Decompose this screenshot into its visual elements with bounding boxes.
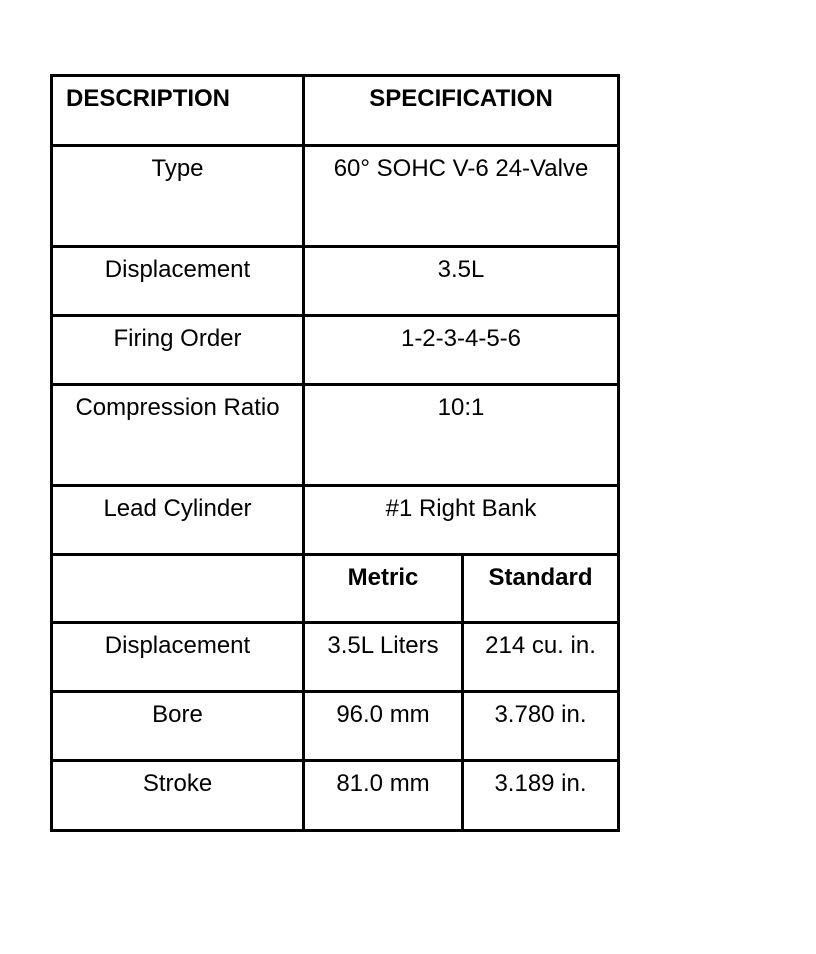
table-border — [50, 759, 620, 762]
table-border — [461, 553, 464, 832]
header-specification: SPECIFICATION — [369, 85, 553, 112]
table-border — [50, 314, 620, 317]
table-border — [50, 383, 620, 386]
row-value: 10:1 — [437, 394, 485, 421]
metric-value: 96.0 mm — [336, 701, 430, 728]
row-label: Displacement — [104, 256, 251, 283]
table-border — [50, 74, 620, 77]
row-label: Bore — [152, 701, 203, 728]
row-value: #1 Right Bank — [385, 495, 537, 522]
header-description: DESCRIPTION — [66, 85, 231, 112]
row-label: Compression Ratio — [75, 394, 280, 421]
standard-value: 3.189 in. — [494, 770, 587, 797]
row-value: 3.5L — [437, 256, 485, 283]
row-label: Displacement — [104, 632, 251, 659]
table-border — [50, 621, 620, 624]
row-label: Lead Cylinder — [103, 495, 252, 522]
row-label: Firing Order — [113, 325, 242, 352]
row-value: 1-2-3-4-5-6 — [400, 325, 522, 352]
row-label: Type — [151, 155, 204, 182]
table-border — [50, 484, 620, 487]
subheader-metric: Metric — [347, 564, 419, 591]
table-border — [617, 74, 620, 832]
table-border — [50, 690, 620, 693]
table-border — [50, 829, 620, 832]
standard-value: 3.780 in. — [494, 701, 587, 728]
row-label: Stroke — [142, 770, 213, 797]
table-border — [50, 553, 620, 556]
table-border — [302, 74, 305, 832]
table-border — [50, 74, 53, 832]
table-border — [50, 144, 620, 147]
standard-value: 214 cu. in. — [485, 632, 596, 659]
metric-value: 3.5L Liters — [327, 632, 439, 659]
metric-value: 81.0 mm — [336, 770, 430, 797]
table-border — [50, 245, 620, 248]
subheader-standard: Standard — [488, 564, 593, 591]
row-value: 60° SOHC V-6 24-Valve — [333, 155, 589, 182]
